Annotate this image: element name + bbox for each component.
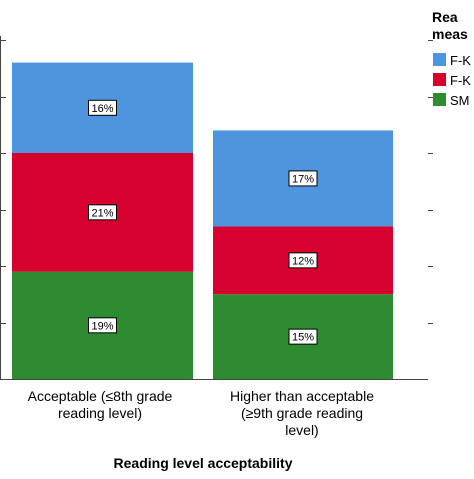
legend-title: Rea [432, 9, 458, 25]
legend-label: SM [450, 93, 470, 108]
bars-layer [12, 62, 393, 379]
x-tick-label: level) [285, 422, 318, 438]
data-label-box [88, 99, 117, 116]
data-label-box [288, 252, 318, 269]
data-labels-layer: 19% 21% 16% 15% 12% 17% [88, 99, 318, 345]
legend-swatch [433, 73, 446, 86]
x-tick-label: (≥9th grade reading [241, 405, 363, 421]
data-label-box [288, 328, 318, 345]
legend-label: F-K [450, 73, 471, 88]
data-label: 12% [292, 255, 314, 267]
data-label: 19% [91, 320, 113, 332]
x-tick-label: Higher than acceptable [230, 388, 374, 404]
legend-title: meas [432, 26, 468, 42]
legend-swatch [433, 53, 446, 66]
data-label: 21% [91, 207, 113, 219]
x-axis-title: Reading level acceptability [114, 455, 293, 471]
data-label: 17% [292, 173, 314, 185]
legend-swatch [433, 93, 446, 106]
data-label-box [88, 204, 117, 221]
data-label: 15% [292, 332, 314, 344]
x-tick-label: reading level) [58, 405, 142, 421]
data-label-box [88, 317, 117, 334]
data-label: 16% [91, 103, 113, 115]
legend-label: F-K [450, 53, 471, 68]
data-label-box [288, 170, 318, 187]
x-tick-label: Acceptable (≤8th grade [28, 388, 173, 404]
